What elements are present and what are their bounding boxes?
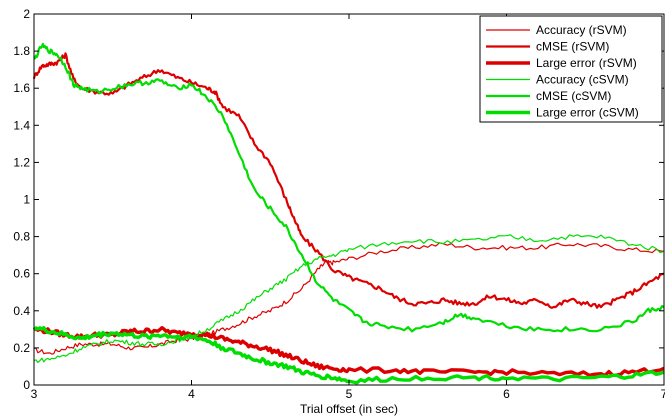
y-tick-label: 0.4 xyxy=(13,304,30,318)
legend-label: Accuracy (rSVM) xyxy=(536,23,627,37)
legend-label: cMSE (cSVM) xyxy=(536,89,611,103)
y-tick-label: 2 xyxy=(23,7,30,21)
legend-label: Accuracy (cSVM) xyxy=(536,73,629,87)
y-tick-label: 1.8 xyxy=(13,44,30,58)
y-tick-label: 0.8 xyxy=(13,230,30,244)
legend-label: Large error (cSVM) xyxy=(536,106,639,120)
y-tick-label: 0.2 xyxy=(13,341,30,355)
legend-box xyxy=(479,15,663,123)
legend-label: cMSE (rSVM) xyxy=(536,40,609,54)
series-line-0 xyxy=(33,242,665,355)
series-line-4 xyxy=(33,42,665,333)
legend: Accuracy (rSVM) cMSE (rSVM) Large error (r… xyxy=(479,15,663,123)
y-tick-label: 1.2 xyxy=(13,155,30,169)
y-tick-label: 1.4 xyxy=(13,118,30,132)
y-tick-label: 0 xyxy=(23,378,30,392)
y-tick-label: 1.6 xyxy=(13,81,30,95)
series-layer xyxy=(32,42,665,385)
x-tick-label: 7 xyxy=(661,387,665,401)
x-axis-label: Trial offset (in sec) xyxy=(300,402,398,416)
y-tick-label: 1 xyxy=(23,193,30,207)
x-tick-label: 6 xyxy=(503,387,510,401)
series-line-3 xyxy=(33,234,665,364)
x-tick-label: 5 xyxy=(346,387,353,401)
legend-label: Large error (rSVM) xyxy=(536,56,637,70)
x-tick-label: 4 xyxy=(188,387,195,401)
series-line-1 xyxy=(32,52,665,309)
ticks-layer: 3 4 5 6 7 0 0.2 0.4 0.6 0.8 1 1.2 1.4 1.6 1.8 2 xyxy=(13,7,665,401)
series-line-5 xyxy=(32,326,665,385)
y-tick-label: 0.6 xyxy=(13,267,30,281)
x-tick-label: 3 xyxy=(31,387,38,401)
